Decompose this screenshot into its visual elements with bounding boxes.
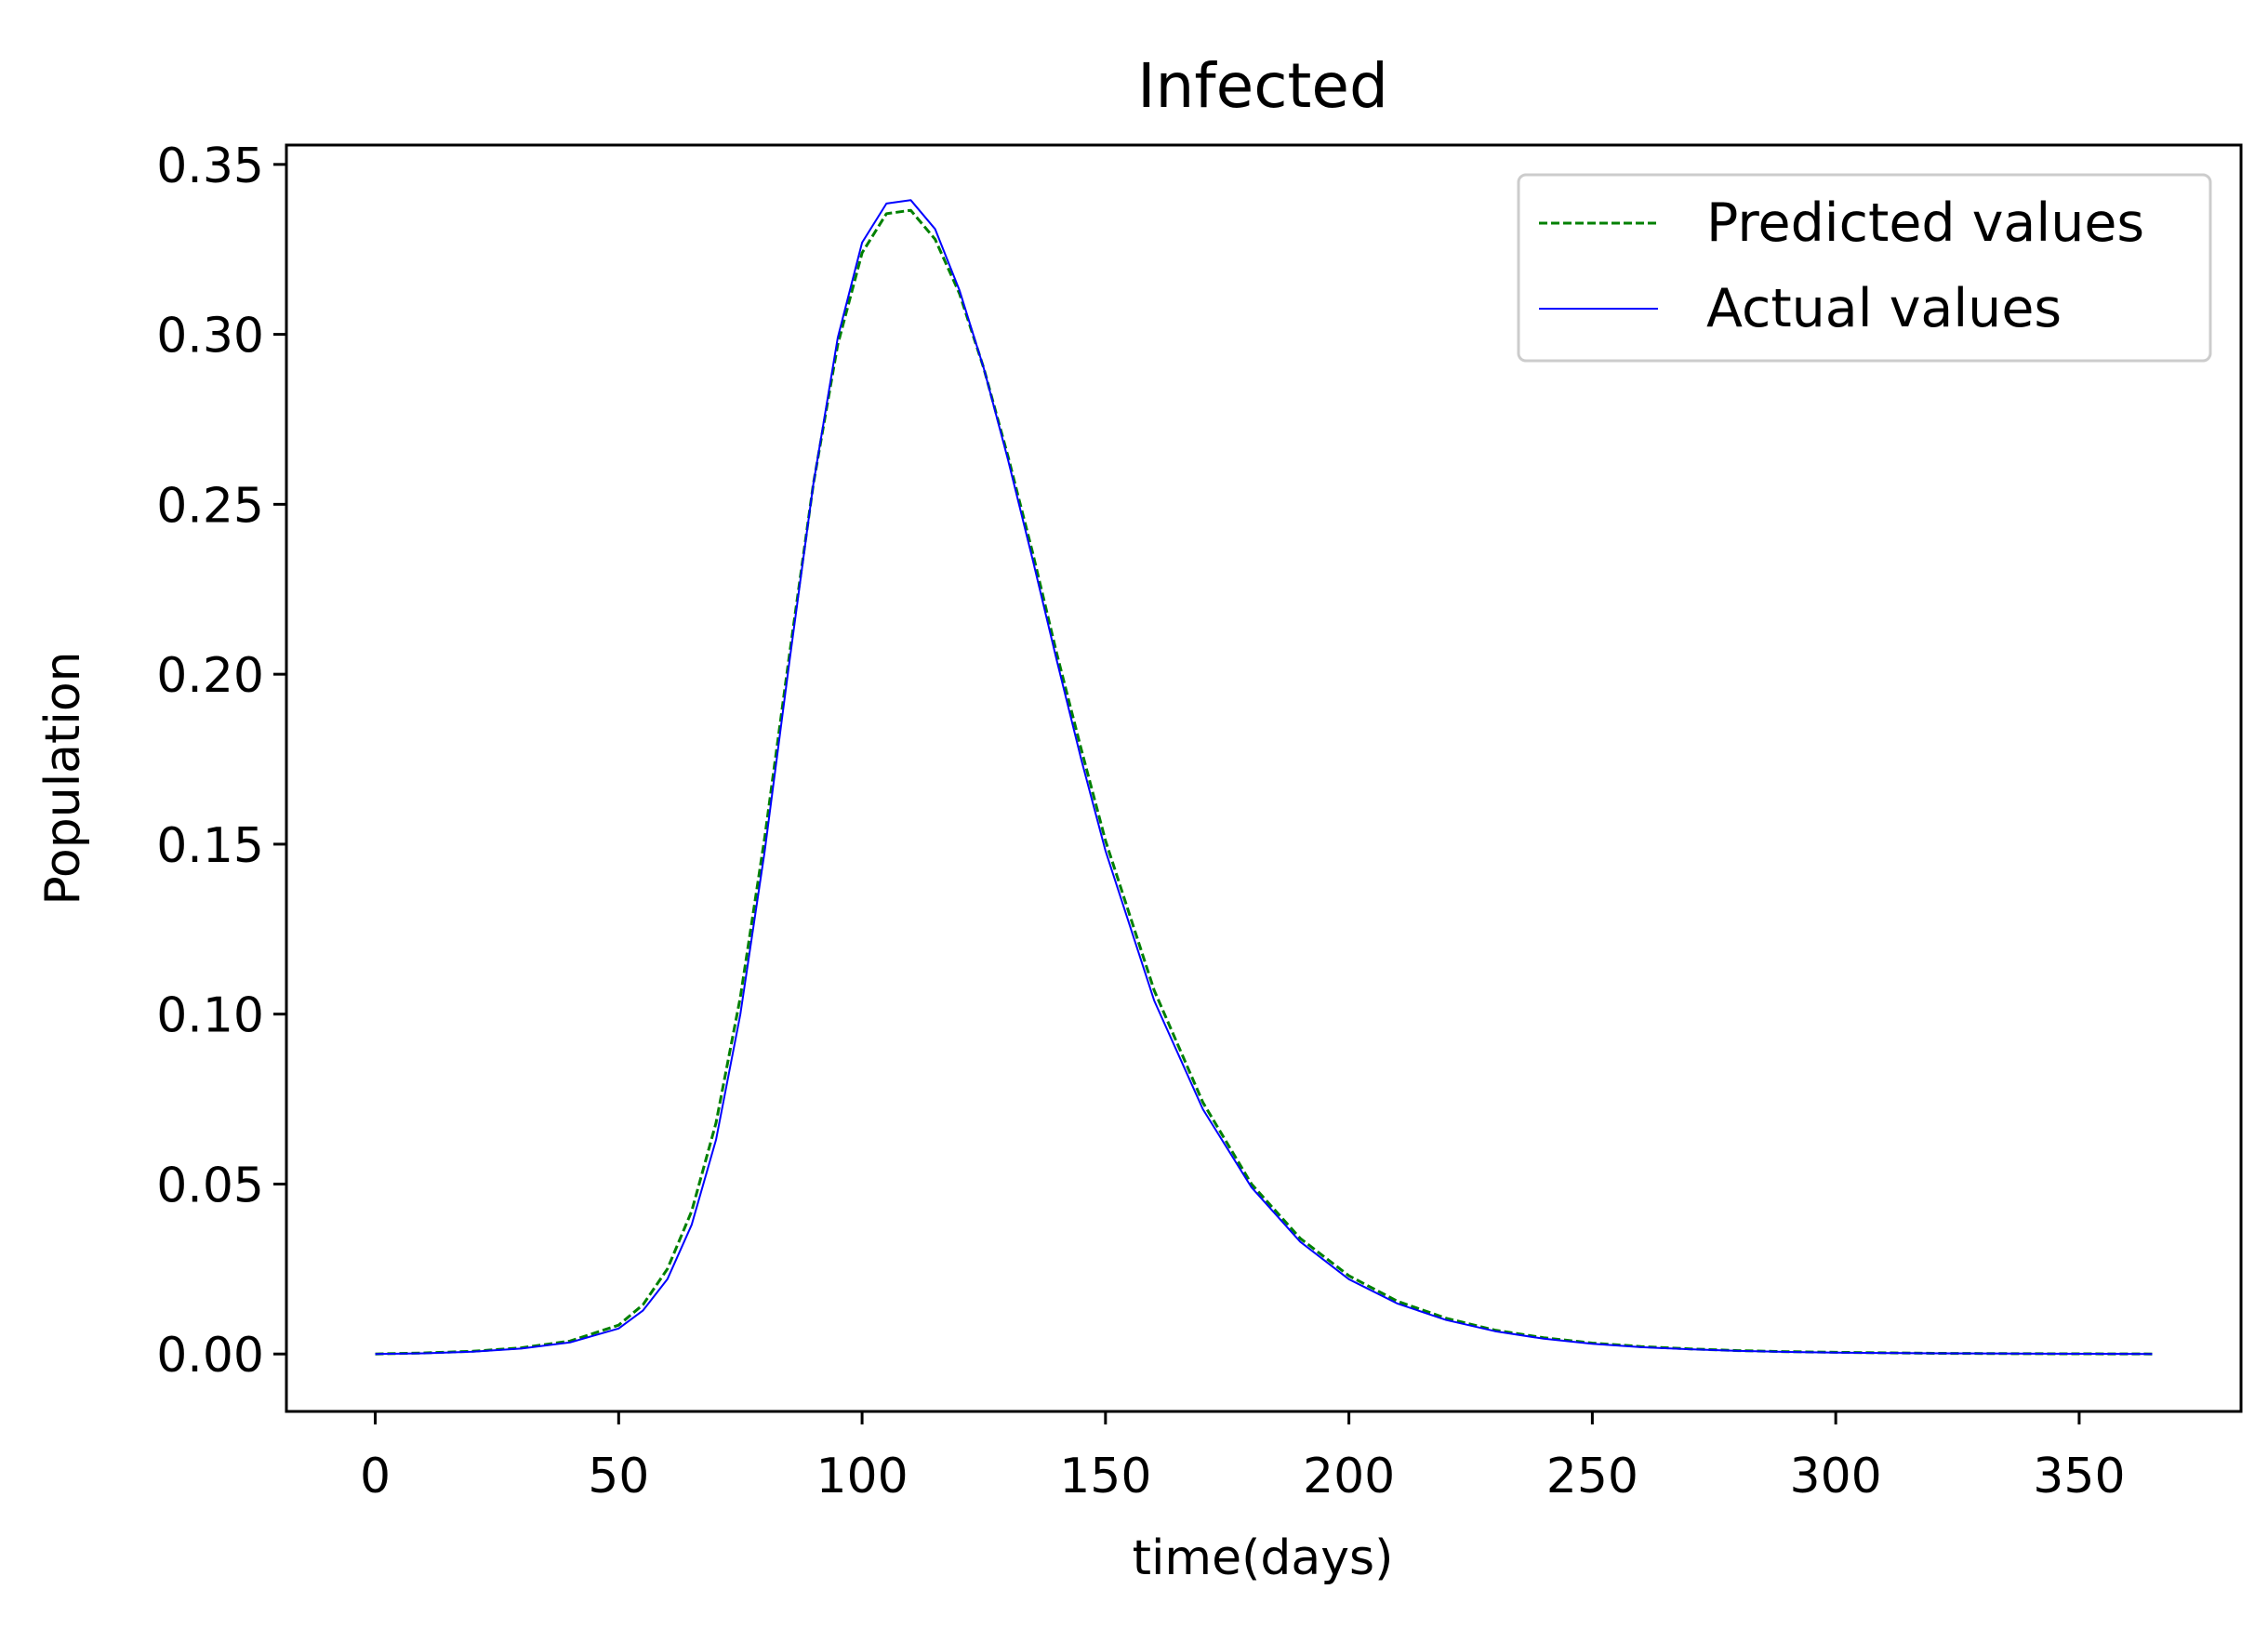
- y-tick-label: 0.10: [156, 988, 264, 1044]
- x-tick-label: 350: [2033, 1449, 2125, 1504]
- legend-box: [1517, 173, 2212, 363]
- y-tick-label: 0.25: [156, 478, 264, 534]
- x-tick-label: 100: [816, 1449, 908, 1504]
- x-tick-label: 300: [1790, 1449, 1882, 1504]
- x-axis-title: time(days): [1133, 1530, 1394, 1586]
- x-tick-label: 150: [1059, 1449, 1151, 1504]
- x-tick-label: 200: [1303, 1449, 1395, 1504]
- series-layer: [375, 199, 2153, 1356]
- y-tick-label: 0.15: [156, 818, 264, 874]
- y-axis-title: Population: [35, 651, 91, 905]
- legend: Predicted values Actual values: [1517, 173, 2212, 363]
- legend-label-actual: Actual values: [1706, 278, 2062, 339]
- legend-label-predicted: Predicted values: [1706, 192, 2144, 254]
- y-tick-label: 0.05: [156, 1158, 264, 1213]
- y-tick-label: 0.20: [156, 648, 264, 704]
- plot-frame: [285, 143, 2243, 1413]
- ticks-layer: 0 50 100 150 200 250 300 350 0.00 0.05 0.10 0.15 0.2…: [156, 139, 2125, 1504]
- series-line-actual: [375, 199, 2153, 1356]
- x-tick-label: 250: [1546, 1449, 1638, 1504]
- x-tick-label: 50: [588, 1449, 649, 1504]
- chart-title: Infected: [1137, 50, 1388, 122]
- y-tick-label: 0.35: [156, 139, 264, 194]
- series-line-predicted: [375, 208, 2153, 1356]
- x-tick-label: 0: [360, 1449, 391, 1504]
- y-tick-label: 0.30: [156, 309, 264, 364]
- y-tick-label: 0.00: [156, 1328, 264, 1384]
